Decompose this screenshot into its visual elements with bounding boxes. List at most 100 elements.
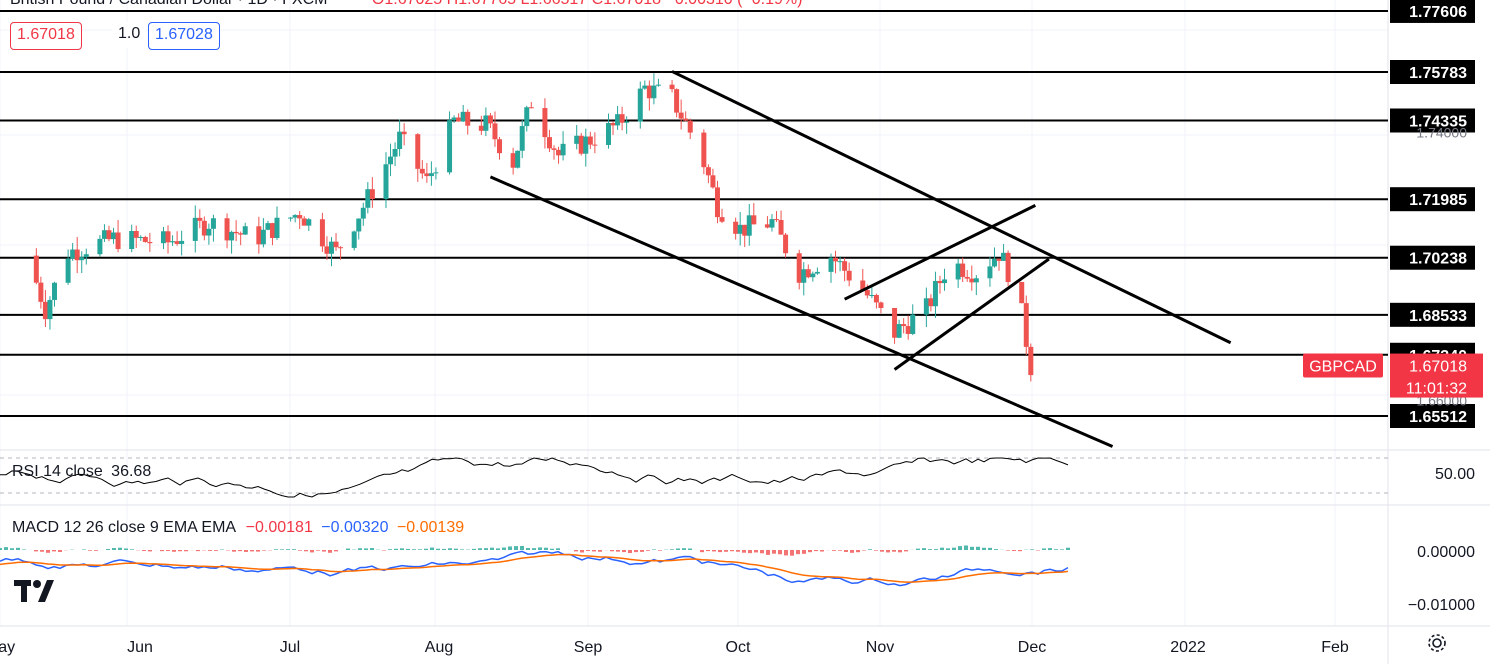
- sell-price-button[interactable]: 1.67018: [10, 22, 82, 50]
- candle-body: [701, 132, 707, 168]
- macd-histogram-bar: [1006, 550, 1010, 551]
- macd-histogram-bar: [22, 549, 26, 550]
- macd-histogram-bar: [1048, 548, 1052, 550]
- time-axis-label: 2022: [1170, 639, 1206, 656]
- buy-price-button[interactable]: 1.67028: [148, 22, 220, 50]
- rsi-scale-label: 50.00: [1435, 466, 1475, 483]
- macd-histogram-bar: [388, 549, 392, 550]
- price-scale: 1.77606 1.75783 1.74335 1.71985 1.70238 1.685…: [1303, 0, 1483, 428]
- trendline: [843, 204, 1037, 301]
- macd-histogram-bar: [592, 550, 596, 552]
- candle-body: [678, 112, 684, 119]
- candle-body: [65, 258, 71, 283]
- candle-body: [129, 231, 135, 250]
- candle-body: [910, 314, 916, 334]
- candle-body: [587, 136, 593, 145]
- candle-body: [115, 232, 121, 250]
- macd-histogram-bar: [358, 548, 362, 550]
- candle-body: [646, 85, 652, 99]
- macd-histogram-bar: [940, 547, 944, 550]
- candle-body: [419, 168, 425, 174]
- macd-scale-label: −0.01000: [1408, 597, 1475, 614]
- candle-body: [101, 230, 107, 239]
- time-axis-label: Jun: [127, 639, 153, 656]
- macd-histogram-bar: [730, 550, 734, 552]
- macd-histogram-bar: [16, 547, 20, 550]
- level-price-label: 1.77606: [1409, 4, 1467, 21]
- level-price-label: 1.68533: [1409, 308, 1467, 325]
- macd-histogram-bar: [502, 547, 506, 550]
- candle-body: [932, 280, 938, 307]
- trendlines: [489, 70, 1232, 448]
- macd-histogram-bar: [646, 550, 650, 551]
- candle-body: [546, 137, 552, 149]
- candle-body: [428, 173, 434, 177]
- candle-body: [288, 217, 294, 219]
- candle-body: [79, 257, 85, 261]
- candle-body: [774, 219, 780, 221]
- macd-histogram-bar: [496, 548, 500, 550]
- macd-histogram-bar: [784, 550, 788, 556]
- macd-histogram-bar: [718, 550, 722, 553]
- macd-histogram-bar: [838, 550, 842, 551]
- macd-legend[interactable]: MACD 12 26 close 9 EMA EMA −0.00181 −0.0…: [12, 519, 464, 537]
- candle-body: [896, 324, 902, 338]
- candle-body: [383, 164, 389, 199]
- candle-body: [619, 114, 625, 123]
- candle-body: [351, 231, 357, 248]
- tradingview-logo-icon[interactable]: [14, 578, 54, 606]
- macd-histogram-bar: [946, 548, 950, 550]
- macd-histogram-bar: [970, 546, 974, 550]
- macd-histogram-bar: [514, 546, 518, 550]
- candle-body: [192, 217, 198, 241]
- candle-body: [969, 278, 975, 283]
- macd-histogram-bar: [706, 550, 710, 552]
- candle-body: [710, 175, 716, 188]
- candle-body: [256, 226, 262, 245]
- macd-histogram-bar: [580, 550, 584, 553]
- macd-histogram-bar: [550, 548, 554, 550]
- candle-body: [224, 218, 230, 241]
- candle-body: [669, 84, 675, 90]
- candle-body: [465, 111, 471, 126]
- macd-histogram-bar: [532, 548, 536, 550]
- candle-body: [233, 231, 239, 234]
- macd-histogram-bar: [598, 550, 602, 552]
- macd-histogram-bar: [628, 550, 632, 554]
- candle-body: [605, 122, 611, 145]
- candle-body: [642, 85, 648, 89]
- candle-body: [478, 125, 484, 131]
- level-price-label: 1.75783: [1409, 65, 1467, 82]
- macd-histogram-bar: [868, 549, 872, 550]
- symbol-tag: [1303, 353, 1383, 378]
- horizontal-levels: [0, 9, 1388, 417]
- candle-body: [578, 135, 584, 154]
- macd-histogram-bar: [304, 550, 308, 552]
- candle-body: [610, 122, 616, 126]
- macd-histogram-bar: [400, 548, 404, 550]
- macd-histogram-bar: [166, 550, 170, 551]
- candle-body: [497, 139, 503, 154]
- macd-histogram-bar: [478, 548, 482, 550]
- candle-body: [524, 107, 530, 127]
- macd-histogram-bar: [658, 550, 662, 551]
- settings-gear-icon[interactable]: [1426, 632, 1448, 654]
- symbol-header: British Pound / Canadian Dollar · 1D · F…: [10, 0, 802, 9]
- macd-histogram-bar: [10, 548, 14, 550]
- candle-body: [260, 229, 266, 245]
- candle-body: [687, 120, 693, 133]
- candle-body: [74, 249, 80, 261]
- candle-body: [942, 279, 948, 284]
- macd-histogram-bar: [586, 550, 590, 551]
- rsi-legend[interactable]: RSI 14 close 36.68: [12, 463, 151, 481]
- candle-body: [269, 223, 275, 238]
- time-axis-label: Feb: [1321, 639, 1349, 656]
- candle-body: [560, 143, 566, 156]
- macd-histogram-bar: [196, 550, 200, 552]
- macd-histogram-bar: [406, 548, 410, 550]
- macd-histogram-bar: [0, 548, 2, 550]
- candle-body: [805, 269, 811, 278]
- time-axis-label: Nov: [866, 639, 894, 656]
- candle-body: [229, 231, 235, 241]
- candle-body: [147, 242, 153, 244]
